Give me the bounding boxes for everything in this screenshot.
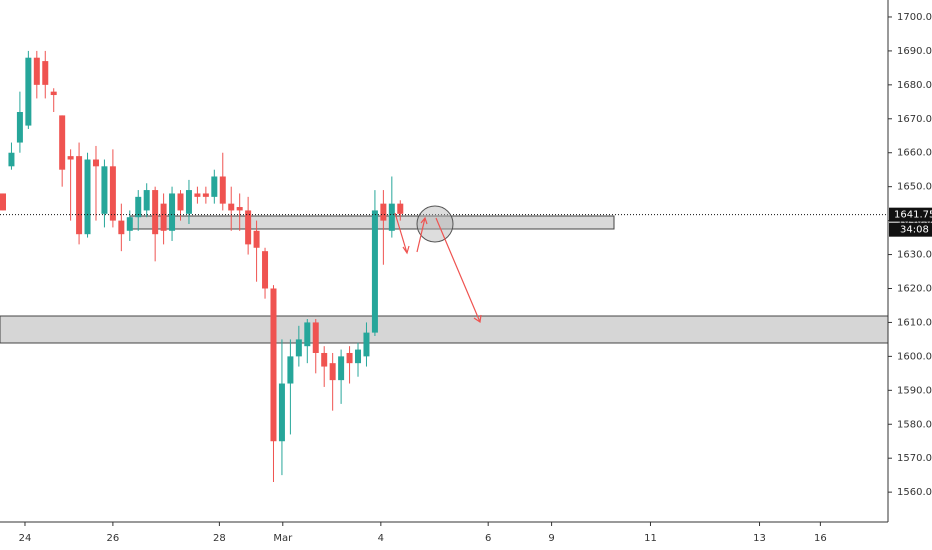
y-tick-label: 1690.00: [897, 46, 932, 57]
candle-body: [211, 176, 218, 197]
y-tick-label: 1650.00: [897, 182, 932, 193]
candle-body: [312, 322, 319, 353]
y-tick-label: 1590.00: [897, 385, 932, 396]
y-tick-label: 1600.00: [897, 351, 932, 362]
candle-body: [262, 251, 269, 289]
candle-body: [67, 156, 74, 160]
y-tick-label: 1620.00: [897, 283, 932, 294]
y-tick-label: 1560.00: [897, 487, 932, 498]
candle-body: [363, 332, 370, 357]
candle-body: [109, 166, 116, 221]
y-tick-label: 1570.00: [897, 453, 932, 464]
candle-body: [135, 196, 142, 218]
support-zone: [0, 315, 889, 344]
arrow: [435, 217, 482, 324]
x-tick-label: 16: [814, 533, 827, 544]
candle-body: [338, 356, 345, 381]
x-tick-label: 28: [213, 533, 226, 544]
plot: [0, 50, 888, 482]
x-tick-label: Mar: [273, 533, 293, 544]
candle-body: [287, 356, 294, 384]
x-tick-label: 13: [753, 533, 766, 544]
arrow: [394, 212, 410, 255]
candle-body: [25, 57, 32, 126]
x-tick-label: 11: [644, 533, 657, 544]
x-tick-label: 4: [378, 533, 384, 544]
candle-body: [92, 159, 99, 167]
circle-drawing: [416, 205, 454, 243]
y-tick-label: 1630.00: [897, 250, 932, 261]
candle-body: [397, 203, 404, 214]
candle-body: [371, 210, 378, 333]
candle-body: [8, 152, 15, 167]
candle-body: [236, 207, 243, 211]
candle-body: [126, 217, 133, 231]
candle-body: [253, 230, 260, 248]
candle-body: [84, 159, 91, 235]
countdown-box: [889, 222, 932, 237]
candle-body: [177, 193, 184, 211]
candle-body: [152, 190, 159, 235]
y-tick-label: 1610.00: [897, 317, 932, 328]
candle-body: [160, 203, 167, 231]
candle-body: [228, 203, 235, 211]
candle-body: [321, 352, 328, 367]
candle-body: [270, 288, 277, 442]
candle-body: [380, 203, 387, 221]
candle-body: [355, 349, 362, 364]
candle-body: [185, 190, 192, 214]
y-tick-label: 1680.00: [897, 80, 932, 91]
last-price-label: 1641.75: [894, 210, 932, 221]
axes: 1560.00 1570.00 1580.00 1590.00 1600.00 1610.…: [19, 12, 932, 544]
x-tick-label: 26: [107, 533, 120, 544]
y-tick-label: 1580.00: [897, 419, 932, 430]
candle-body: [388, 203, 395, 231]
candle-body: [194, 193, 201, 197]
candle-body: [76, 156, 83, 235]
x-tick-label: 6: [485, 533, 491, 544]
candle-body: [245, 210, 252, 245]
candle-body: [50, 91, 57, 96]
candle-body: [304, 322, 311, 347]
candle-body: [169, 193, 176, 231]
y-tick-label: 1670.00: [897, 114, 932, 125]
candle-body: [346, 352, 353, 364]
y-tick-label: 1700.00: [897, 12, 932, 23]
candle-body: [101, 166, 108, 214]
candle-body: [42, 61, 49, 85]
candle-body: [59, 115, 66, 170]
candle-body: [118, 220, 125, 235]
candle-body: [329, 363, 336, 381]
last-price-box: [889, 207, 932, 222]
candle-body: [0, 193, 7, 211]
candle-body: [295, 339, 302, 357]
x-tick-label: 24: [19, 533, 32, 544]
y-tick-label: 1660.00: [897, 148, 932, 159]
candle-body: [33, 57, 40, 85]
candle-body: [16, 112, 23, 143]
candle-body: [278, 383, 285, 442]
candle-body: [202, 193, 209, 197]
arrow: [416, 216, 428, 253]
x-tick-label: 9: [548, 533, 554, 544]
candle-body: [143, 190, 150, 211]
arrows: [394, 212, 482, 324]
candle-body: [219, 176, 226, 204]
countdown-label: 34:08: [900, 225, 929, 236]
